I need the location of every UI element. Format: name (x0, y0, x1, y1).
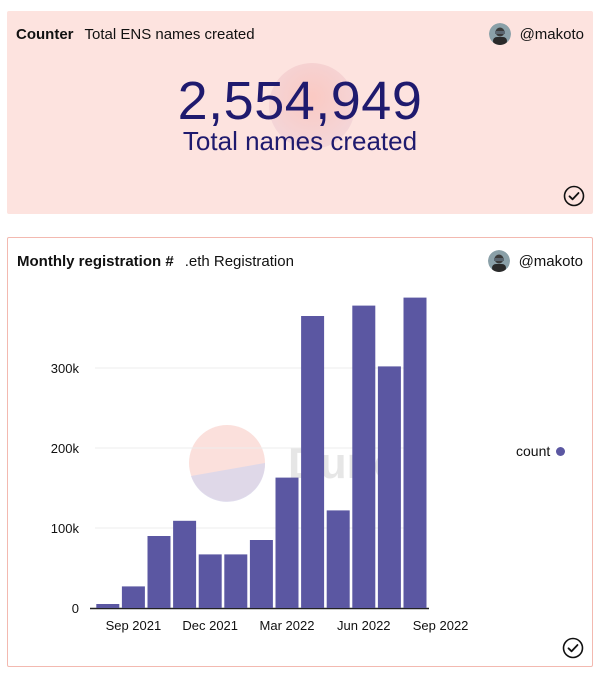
x-tick-label: Mar 2022 (260, 618, 315, 633)
bar-may-2022[interactable] (326, 510, 350, 608)
chart-card-header: Monthly registration # .eth Registration… (17, 249, 583, 273)
check-circle-icon (562, 637, 584, 659)
counter-card-header: Counter Total ENS names created @makoto (16, 22, 584, 46)
y-tick-label: 300k (51, 361, 80, 376)
legend-color-dot (556, 446, 566, 456)
bar-apr-2022[interactable] (301, 316, 325, 608)
x-tick-label: Jun 2022 (337, 618, 391, 633)
check-circle-icon (563, 185, 585, 207)
bar-nov-2021[interactable] (173, 520, 197, 608)
bar-jan-2022[interactable] (224, 554, 248, 608)
bar-dec-2021[interactable] (198, 554, 222, 608)
chart-legend[interactable]: count (516, 443, 566, 459)
bar-aug-2021[interactable] (96, 604, 120, 608)
chart-card-subtitle: .eth Registration (184, 252, 294, 270)
chart-card-author[interactable]: @makoto (487, 250, 583, 272)
bar-oct-2021[interactable] (147, 536, 171, 608)
bar-jun-2022[interactable] (352, 305, 376, 608)
x-tick-label: Sep 2022 (413, 618, 469, 633)
author-name[interactable]: @makoto (519, 25, 584, 43)
legend-label[interactable]: count (516, 443, 551, 459)
y-tick-label: 100k (51, 521, 80, 536)
counter-card-author[interactable]: @makoto (488, 23, 584, 45)
y-tick-label: 0 (72, 601, 79, 616)
x-tick-label: Dec 2021 (182, 618, 238, 633)
avatar-icon[interactable] (487, 250, 510, 272)
counter-value: 2,554,949 (177, 71, 423, 131)
counter-card: Counter Total ENS names created @makoto … (7, 11, 593, 214)
counter-value-label: Total names created (182, 126, 418, 156)
dune-watermark (269, 63, 355, 149)
bar-feb-2022[interactable] (249, 540, 273, 608)
chart-card: Dune 0 100k 200k 300k Sep 2021 Dec 2021 Mar 2… (7, 237, 593, 667)
bar-sep-2021[interactable] (121, 586, 145, 608)
y-tick-label: 200k (51, 441, 80, 456)
counter-card-subtitle: Total ENS names created (84, 25, 255, 43)
x-tick-label: Sep 2021 (106, 618, 162, 633)
avatar-icon[interactable] (488, 23, 511, 45)
bar-mar-2022[interactable] (275, 477, 299, 608)
bar-jul-2022[interactable] (377, 366, 401, 608)
chart-card-title: Monthly registration # (17, 252, 174, 270)
bar-aug-2022[interactable] (403, 297, 427, 608)
author-name[interactable]: @makoto (518, 252, 583, 270)
counter-card-title: Counter (16, 25, 74, 43)
